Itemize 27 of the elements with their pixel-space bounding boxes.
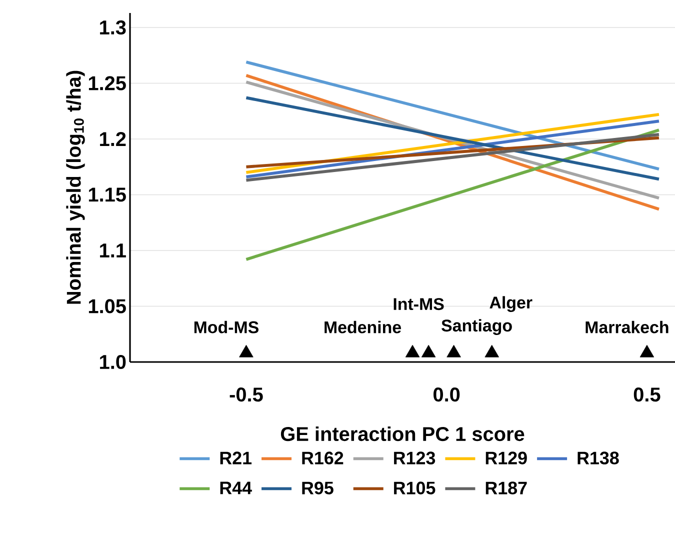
y-tick-label: 1.25 <box>88 76 126 90</box>
y-tick-label: 1.15 <box>88 188 126 202</box>
x-tick-label: 0.5 <box>634 388 660 402</box>
annotation: Int-MS <box>394 298 444 310</box>
annotation: Mod-MS <box>194 320 258 334</box>
annotation: Marrakech <box>586 320 668 334</box>
y-tick-label: 1.0 <box>100 354 126 370</box>
y-tick-label: 1.2 <box>100 132 126 146</box>
legend-label: R187 <box>486 482 527 494</box>
legend-label: R123 <box>394 452 436 464</box>
legend-label: R21 <box>220 452 252 464</box>
annotation: Medenine <box>324 320 402 334</box>
legend-label: R44 <box>220 482 252 494</box>
annotation: Santiago <box>442 319 512 335</box>
y-tick-label: 1.05 <box>88 299 126 314</box>
x-tick-label: 0.0 <box>434 388 460 402</box>
annotation: Alger <box>490 296 532 312</box>
x-axis-title: GE interaction PC 1 score <box>280 426 524 442</box>
y-axis-title: Nominal yield (log$_{10}$ t/ha) <box>66 70 85 304</box>
legend-label: R95 <box>302 482 334 494</box>
legend-label: R105 <box>394 482 436 494</box>
y-tick-label: 1.1 <box>100 244 126 258</box>
x-tick-label: -0.5 <box>230 388 263 402</box>
legend-label: R162 <box>302 452 344 464</box>
legend-label: R138 <box>578 452 619 464</box>
y-tick-label: 1.3 <box>100 20 126 35</box>
legend-label: R129 <box>486 452 527 464</box>
